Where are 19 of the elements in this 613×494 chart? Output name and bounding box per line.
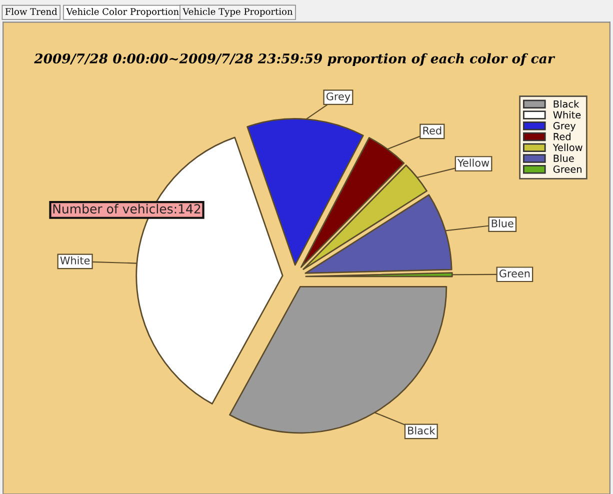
text: Number of vehicles:142 <box>53 204 200 214</box>
legend-label: Black <box>554 100 580 108</box>
slice-label: Red <box>423 126 442 134</box>
text: Vehicle Type Proportion <box>182 8 293 17</box>
chart-title: 2009/7/28 0:00:00~2009/7/28 23:59:59 proportion of each color of car <box>34 53 556 66</box>
slice-label: Yellow <box>457 158 490 167</box>
slice-label: Grey <box>326 92 350 102</box>
category-label: Blue <box>554 154 574 162</box>
legend-label: Grey <box>553 122 576 132</box>
legend-label: White <box>553 111 581 119</box>
slice-label: Black <box>408 426 436 434</box>
text: Vehicle Color Proportion <box>66 8 179 17</box>
text: Flow Trend <box>5 8 58 15</box>
legend-label: Yellow <box>552 144 582 152</box>
slice-label: White <box>60 256 90 264</box>
legend-label: Red <box>554 132 570 140</box>
category-label: Green <box>553 166 582 173</box>
legend-label: Blue <box>492 219 514 228</box>
legend-label: Green <box>500 270 530 278</box>
